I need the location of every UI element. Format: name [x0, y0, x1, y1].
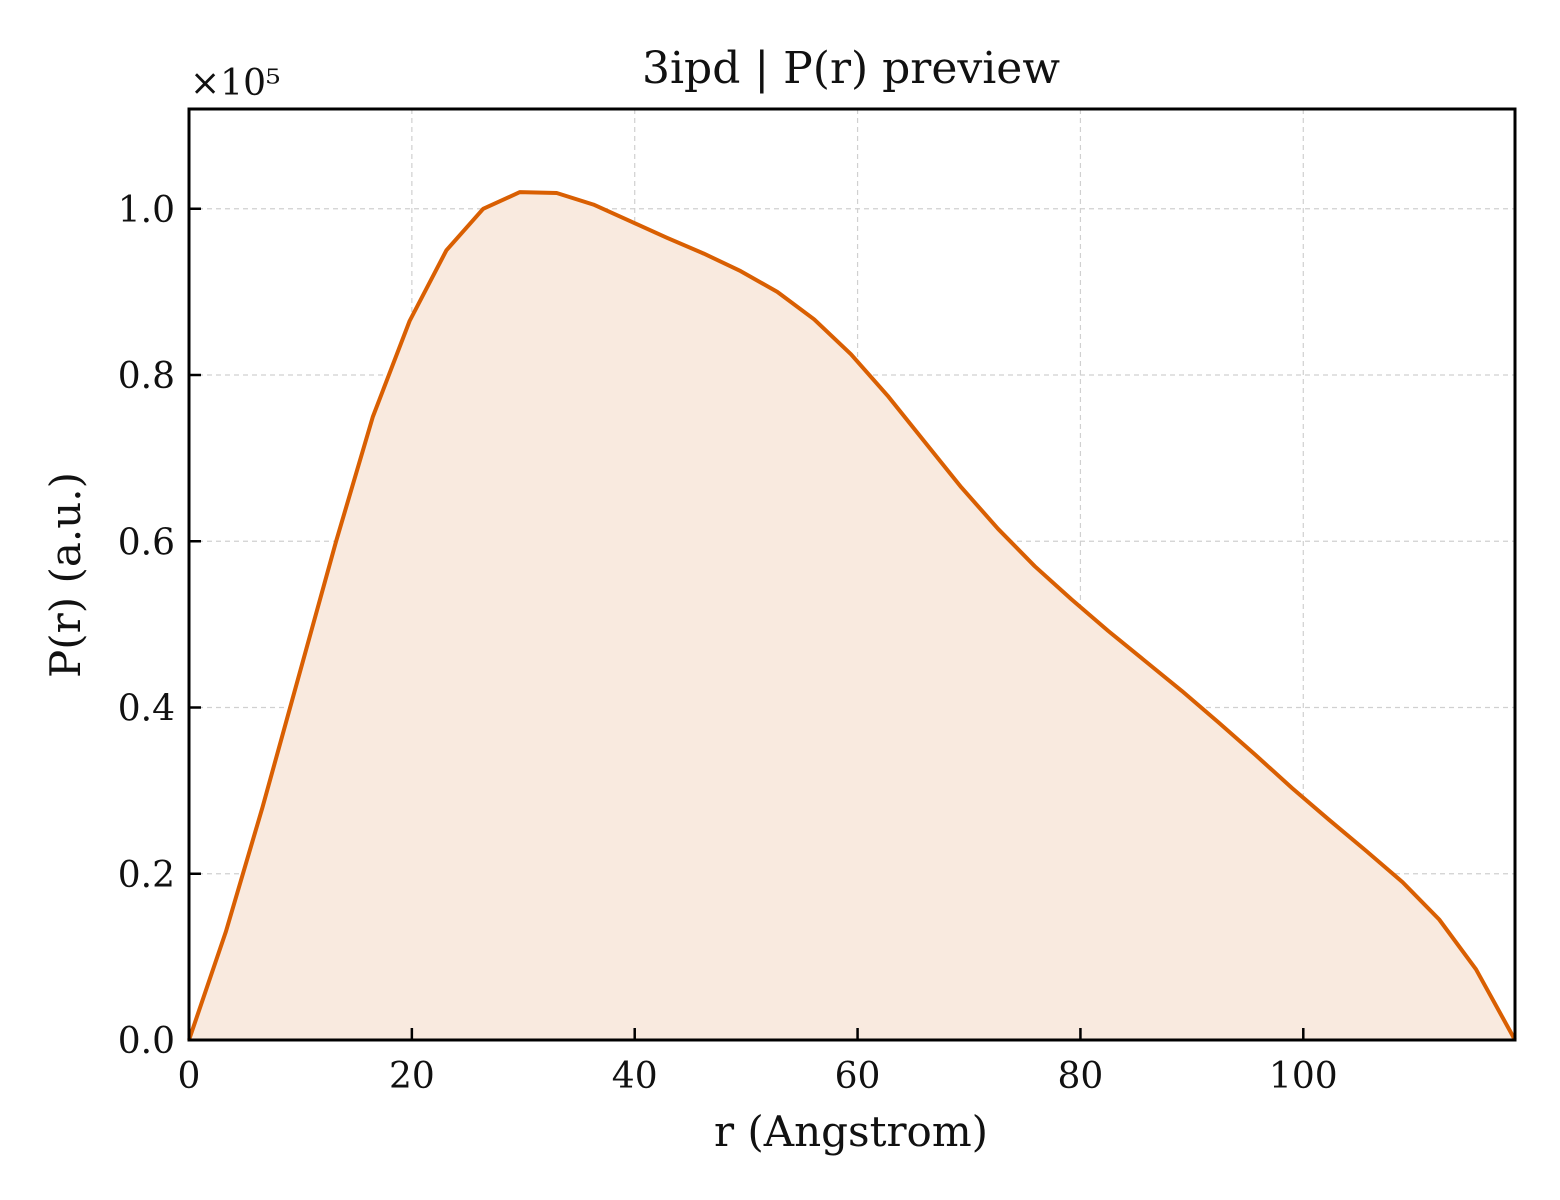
y-tick-label: 0.6: [118, 522, 175, 563]
plot-frame: [187, 107, 1517, 1042]
x-tick-label: 0: [178, 1056, 201, 1097]
x-tick-label: 80: [1058, 1056, 1104, 1097]
x-axis-label: r (Angstrom): [714, 1107, 988, 1156]
y-axis-multiplier: ×10⁵: [190, 63, 280, 104]
y-tick-label: 0.2: [118, 855, 175, 896]
y-axis-label: P(r) (a.u.): [41, 472, 90, 678]
chart-title: 3ipd | P(r) preview: [642, 43, 1060, 94]
pr-curve-line: [187, 190, 1517, 1041]
y-axis-ticks: 0.0 0.2 0.4 0.6 0.8 1.0: [118, 190, 201, 1062]
x-tick-label: 60: [835, 1056, 881, 1097]
y-tick-label: 0.4: [118, 689, 175, 730]
y-tick-label: 0.0: [118, 1021, 175, 1062]
y-tick-label: 0.8: [118, 356, 175, 397]
pr-area-fill: [189, 192, 1515, 1041]
y-tick-label: 1.0: [118, 190, 175, 231]
x-tick-label: 40: [612, 1056, 658, 1097]
x-axis-ticks: 0 20 40 60 80 100: [178, 1028, 1338, 1097]
x-tick-label: 100: [1269, 1056, 1338, 1097]
x-tick-label: 20: [389, 1056, 435, 1097]
